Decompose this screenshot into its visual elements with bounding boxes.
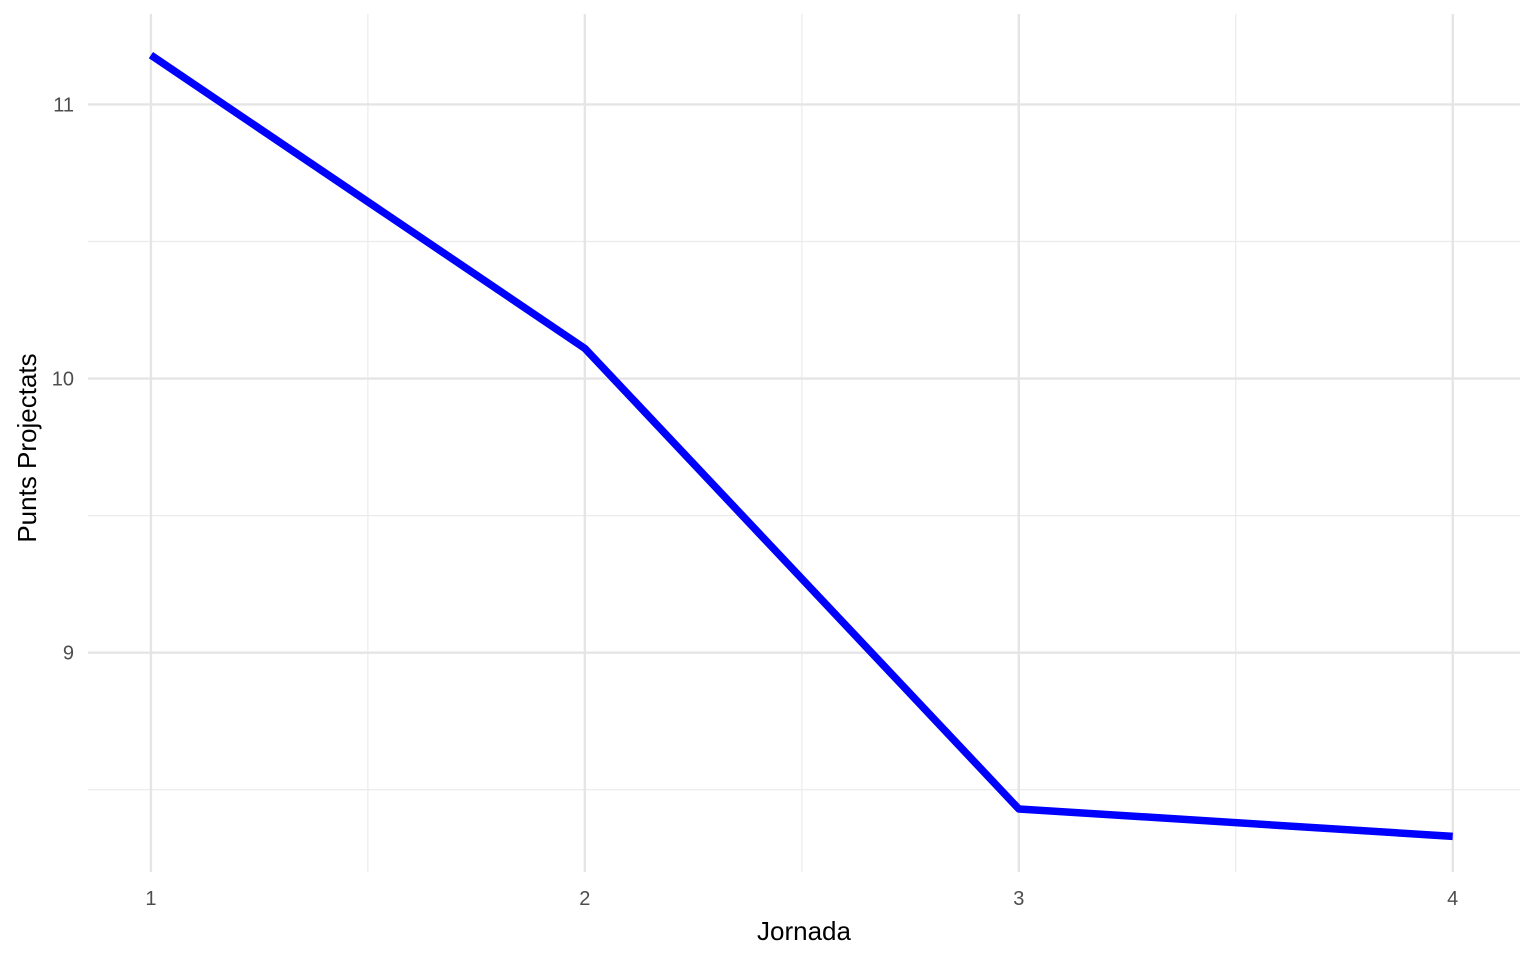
series-line (148, 52, 1453, 841)
x-tick-label: 4 (1447, 888, 1458, 910)
x-axis-title: Jornada (757, 916, 851, 946)
x-tick-label: 2 (579, 888, 590, 910)
major-gridlines (88, 14, 1520, 872)
y-tick-label: 11 (53, 94, 74, 116)
x-tick-label: 3 (1013, 888, 1024, 910)
y-tick-labels: 9 10 11 (52, 94, 74, 664)
series-layer (148, 52, 1453, 841)
y-axis-title: Punts Projectats (12, 353, 42, 542)
y-tick-label: 10 (52, 369, 74, 391)
x-tick-labels: 1 2 3 4 (145, 888, 1458, 910)
y-tick-label: 9 (63, 643, 74, 665)
x-tick-label: 1 (145, 888, 156, 910)
minor-gridlines (88, 14, 1520, 872)
